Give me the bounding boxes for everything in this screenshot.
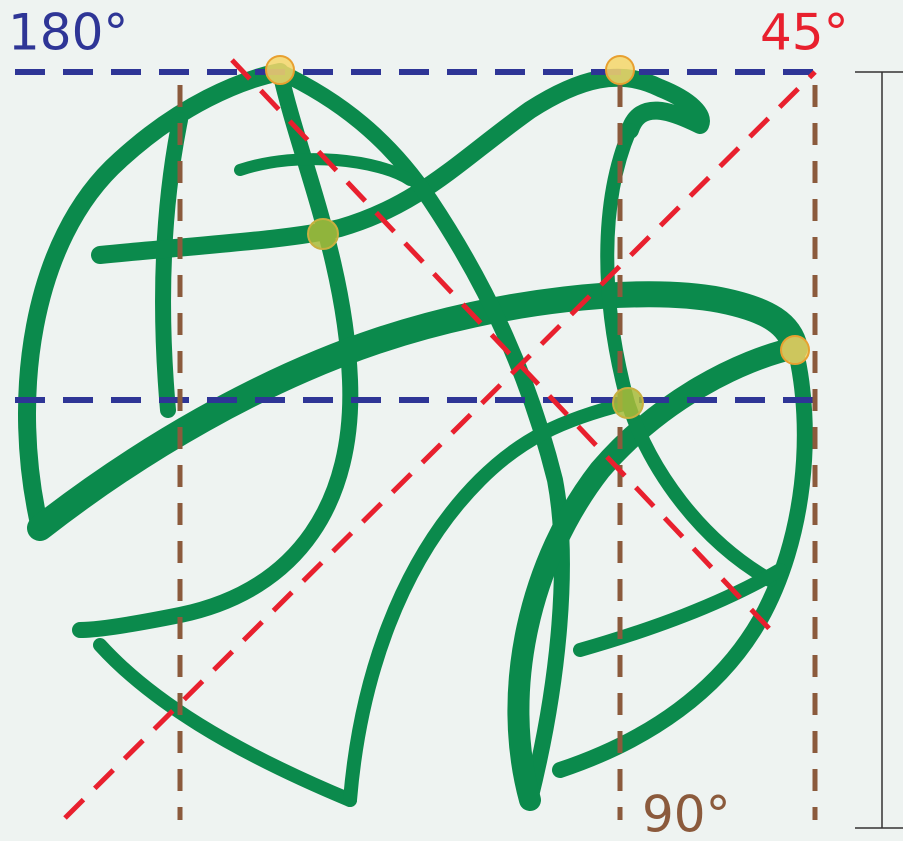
guides bbox=[15, 58, 903, 829]
diagonal-guide bbox=[63, 70, 817, 820]
top-band bbox=[91, 68, 710, 264]
diagonal-guide bbox=[230, 58, 782, 642]
outer-left-arc bbox=[17, 63, 289, 537]
lower-right-bar bbox=[573, 563, 787, 657]
top-arch bbox=[234, 153, 416, 186]
key-point bbox=[612, 387, 644, 419]
lower-band bbox=[507, 337, 806, 811]
angle-label: 45° bbox=[760, 4, 849, 62]
middle-band bbox=[27, 281, 808, 541]
key-point bbox=[605, 55, 635, 85]
logo bbox=[17, 63, 813, 811]
center-left-meridian bbox=[72, 64, 359, 638]
bottom-left-arc bbox=[93, 638, 357, 807]
angle-label: 180° bbox=[8, 4, 128, 62]
angle-label: 90° bbox=[642, 786, 731, 841]
key-points bbox=[265, 55, 810, 419]
key-point bbox=[780, 335, 810, 365]
key-point bbox=[265, 55, 295, 85]
key-point bbox=[307, 218, 339, 250]
lower-inner-band bbox=[343, 396, 635, 807]
left-meridian bbox=[155, 112, 188, 418]
